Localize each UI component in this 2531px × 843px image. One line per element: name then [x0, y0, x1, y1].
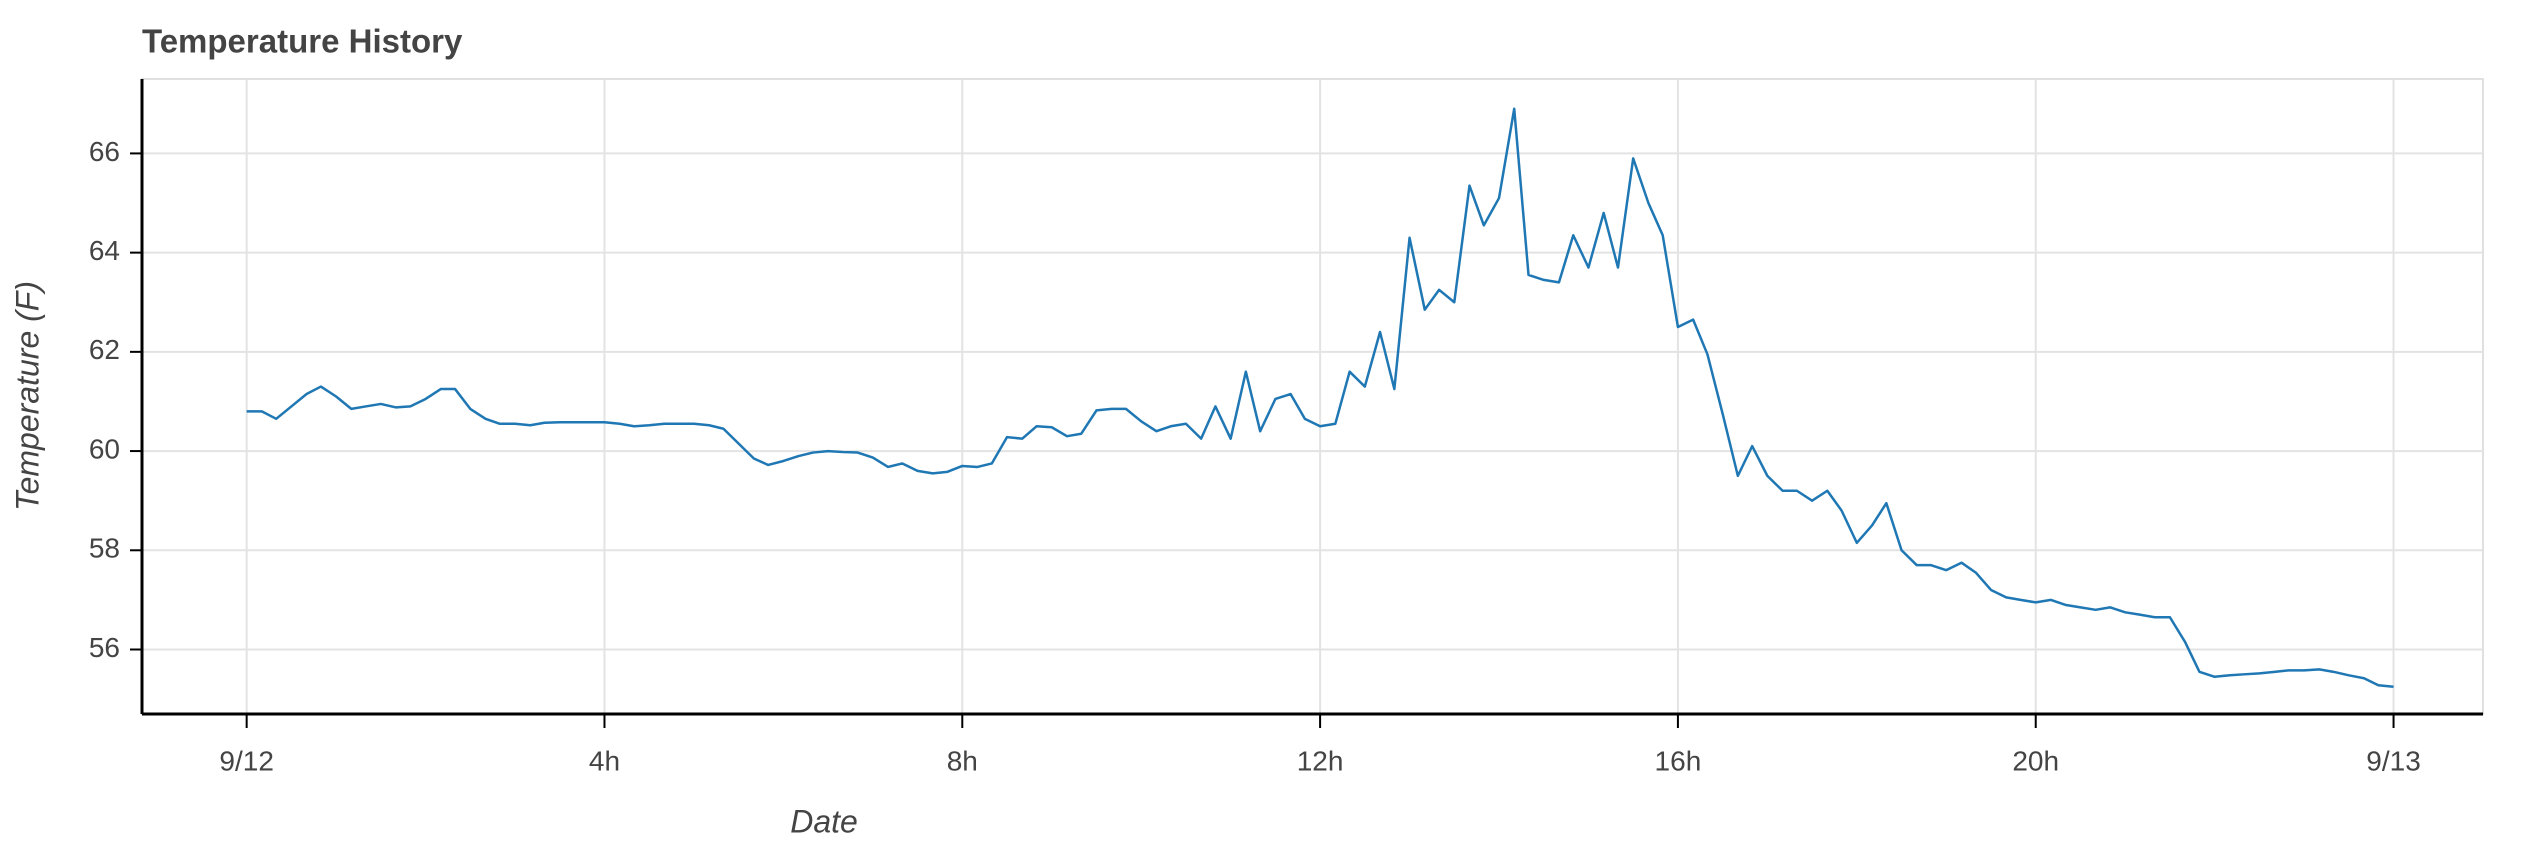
x-axis-label: Date	[790, 803, 858, 839]
plot-frame	[141, 78, 2484, 715]
y-tick-label: 66	[89, 136, 120, 167]
y-tick-label: 58	[89, 533, 120, 564]
x-tick-label: 9/12	[219, 745, 274, 776]
x-tick-label: 4h	[589, 745, 620, 776]
y-tick-label: 62	[89, 334, 120, 365]
x-tick-label: 12h	[1297, 745, 1344, 776]
y-tick-label: 64	[89, 235, 120, 266]
data-line	[246, 107, 2394, 688]
x-tick-label: 16h	[1655, 745, 1702, 776]
chart-title: Temperature History	[142, 23, 463, 60]
y-axis-label: Temperature (F)	[9, 281, 45, 511]
y-tick-label: 56	[89, 632, 120, 663]
y-tick-label: 60	[89, 433, 120, 464]
x-tick-label: 8h	[947, 745, 978, 776]
x-tick-label: 9/13	[2366, 745, 2421, 776]
x-tick-label: 20h	[2012, 745, 2059, 776]
